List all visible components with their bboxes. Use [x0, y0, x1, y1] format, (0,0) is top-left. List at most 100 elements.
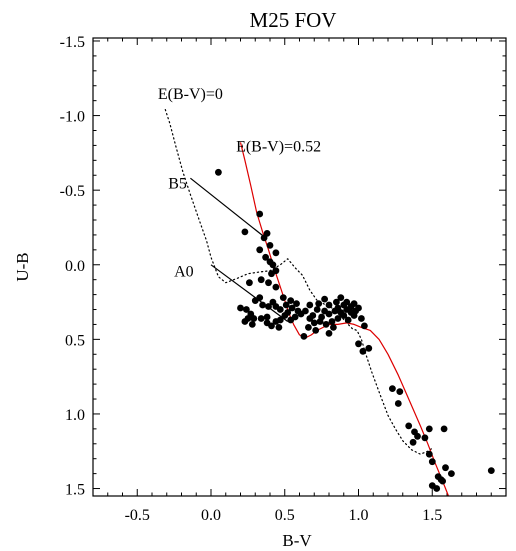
data-point	[340, 312, 348, 319]
data-point	[448, 470, 455, 477]
data-point	[394, 400, 402, 407]
annotation-label: E(B-V)=0.52	[236, 138, 321, 155]
plot-series	[164, 108, 495, 497]
data-point	[315, 300, 323, 307]
data-point	[244, 315, 252, 322]
reddening-vector-line	[190, 177, 266, 239]
data-point	[262, 253, 269, 261]
x-tick-label: 0.0	[201, 507, 221, 524]
x-axis-label: B-V	[282, 531, 312, 550]
data-point	[237, 304, 244, 312]
data-point	[343, 298, 351, 306]
data-point	[358, 315, 365, 322]
data-point	[337, 294, 345, 301]
data-point	[263, 230, 271, 237]
data-point	[257, 276, 265, 284]
data-point	[325, 301, 333, 309]
data-point	[256, 246, 264, 254]
chart-title: M25 FOV	[250, 8, 337, 32]
y-tick-label: -0.5	[60, 183, 85, 200]
data-point	[421, 434, 429, 442]
data-point	[355, 304, 362, 312]
data-point	[433, 485, 441, 492]
data-point	[263, 319, 271, 327]
data-point	[293, 300, 300, 307]
data-point	[272, 283, 280, 291]
data-point	[396, 388, 404, 395]
intrinsic-sequence-dotted-line	[164, 108, 433, 455]
data-point	[361, 322, 368, 330]
y-tick-label: -1.5	[60, 34, 85, 51]
data-point	[256, 210, 264, 218]
data-point	[439, 477, 446, 485]
data-point	[269, 261, 277, 269]
data-point	[300, 333, 308, 340]
data-point	[325, 310, 333, 318]
data-point	[405, 422, 413, 430]
annotation-label: B5	[168, 176, 187, 193]
y-tick-label: -1.0	[60, 109, 85, 126]
data-point	[246, 279, 253, 287]
data-point	[288, 304, 296, 312]
x-tick-label: 1.5	[422, 507, 442, 524]
data-point	[243, 306, 250, 313]
data-point	[389, 385, 396, 392]
reddening-vector-line	[210, 264, 289, 322]
data-point	[440, 425, 448, 433]
data-point	[272, 249, 280, 257]
data-point	[428, 458, 436, 466]
data-point	[281, 312, 289, 319]
annotations: E(B-V)=0 E(B-V)=0.52 B5 A0	[158, 86, 321, 281]
data-point	[215, 168, 222, 176]
data-point	[256, 294, 264, 301]
data-point	[265, 279, 272, 287]
data-point	[310, 319, 318, 327]
data-point	[322, 321, 330, 328]
data-point	[279, 294, 287, 301]
data-point	[359, 347, 367, 355]
y-tick-label: 1.0	[65, 407, 85, 424]
data-point	[328, 318, 336, 325]
data-point	[414, 432, 421, 440]
data-point	[248, 321, 256, 328]
reddened-sequence-red-line	[239, 142, 450, 497]
data-point	[312, 327, 320, 334]
data-point	[282, 301, 290, 309]
data-point	[287, 316, 295, 324]
data-point	[257, 315, 265, 322]
data-point	[276, 306, 284, 313]
y-tick-label: 0.0	[65, 258, 85, 275]
data-point	[287, 297, 295, 304]
data-point	[442, 464, 449, 472]
data-point	[305, 324, 312, 331]
annotation-label: E(B-V)=0	[158, 86, 223, 103]
data-point	[325, 330, 333, 337]
annotation-label: A0	[174, 264, 194, 281]
x-tick-label: 1.0	[349, 507, 369, 524]
y-tick-label: 1.5	[65, 482, 85, 499]
data-point	[306, 301, 314, 309]
y-tick-label: 0.5	[65, 332, 85, 349]
data-point	[487, 467, 495, 474]
data-point	[355, 340, 362, 348]
data-point	[365, 344, 373, 352]
data-point	[344, 316, 352, 324]
data-point	[313, 306, 321, 313]
data-point	[334, 315, 342, 322]
y-axis-ticks: -1.5 -1.0 -0.5 0.0 0.5 1.0 1.5	[60, 34, 506, 499]
data-point	[265, 303, 272, 310]
x-tick-label: -0.5	[125, 507, 150, 524]
data-point	[321, 295, 328, 303]
x-tick-label: 0.5	[275, 507, 295, 524]
x-axis-ticks: -0.5 0.0 0.5 1.0 1.5	[92, 38, 507, 524]
data-point	[272, 318, 280, 325]
plot-frame	[92, 37, 507, 497]
data-point	[333, 298, 340, 306]
data-point	[302, 307, 309, 315]
data-point	[259, 301, 266, 309]
y-axis-label: U-B	[13, 252, 32, 281]
data-point	[268, 270, 275, 278]
data-point	[263, 313, 271, 321]
data-point	[330, 324, 337, 331]
